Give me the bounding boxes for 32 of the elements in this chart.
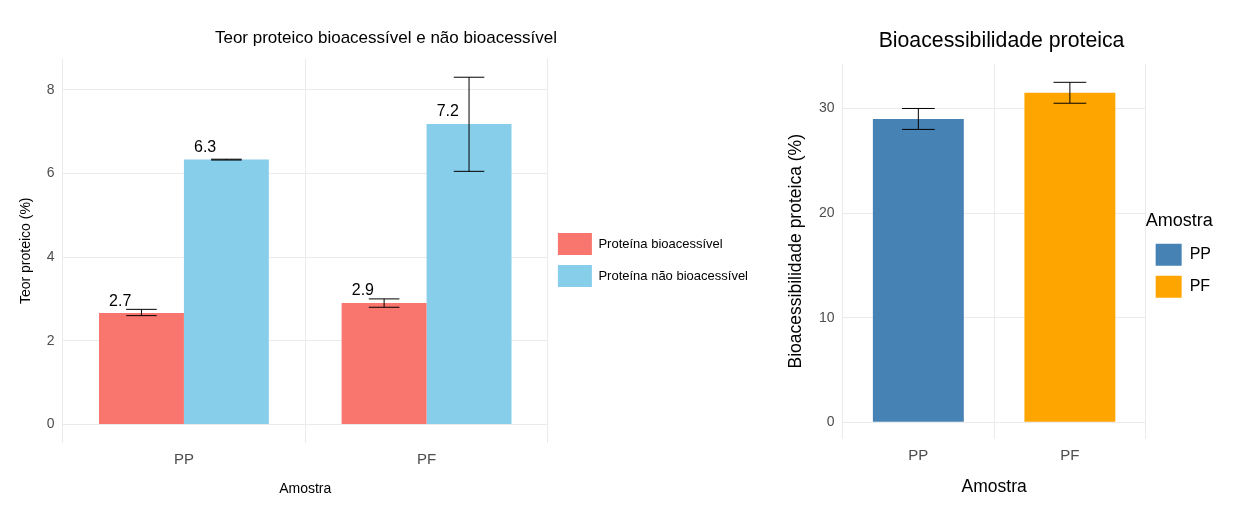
x-tick-label: PF (416, 450, 437, 468)
y-axis-title: Bioacessibilidade proteica (%) (785, 134, 806, 369)
y-tick-label: 2 (46, 331, 55, 348)
chart-title: Bioacessibilidade proteica (878, 27, 1125, 52)
data-label: 2.9 (351, 281, 375, 299)
legend-title: Amostra (1145, 210, 1214, 231)
legend-label: PF (1189, 277, 1211, 295)
chart-title: Teor proteico bioacessível e não bioacessível (214, 27, 558, 47)
bar (341, 303, 427, 424)
data-label: 6.3 (194, 138, 217, 156)
y-tick-label: 20 (818, 203, 835, 220)
x-tick-label: PP (908, 446, 929, 464)
legend-label: Proteína não bioacessível (598, 267, 749, 283)
bar (98, 313, 184, 424)
x-tick-label: PF (1060, 446, 1080, 464)
x-axis-title: Amostra (961, 476, 1027, 497)
y-axis-title: Teor proteico (%) (17, 197, 34, 305)
y-tick-label: 6 (46, 164, 55, 181)
bar (426, 124, 512, 424)
y-tick-label: 4 (46, 247, 55, 264)
bar (183, 159, 269, 424)
y-tick-label: 10 (818, 308, 835, 325)
y-tick-label: 8 (46, 80, 55, 97)
legend-label: Proteína bioacessível (598, 235, 723, 251)
y-tick-label: 0 (46, 415, 55, 432)
x-tick-label: PP (173, 450, 194, 468)
x-axis-title: Amostra (279, 480, 332, 497)
legend-label: PP (1189, 245, 1211, 263)
data-label: 7.2 (436, 102, 460, 120)
y-tick-label: 0 (826, 413, 835, 430)
data-label: 2.7 (109, 291, 132, 309)
y-tick-label: 30 (818, 99, 835, 116)
